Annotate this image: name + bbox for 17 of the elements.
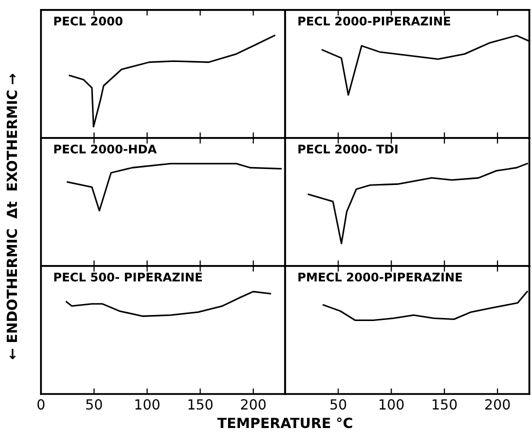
chart-title: PECL 2000- TDI xyxy=(298,144,398,154)
y-axis-title: ← ENDOTHERMIC Δt EXOTHERMIC → xyxy=(6,74,18,360)
x-tick-label: 150 xyxy=(188,399,213,410)
x-axis-title: TEMPERATURE °C xyxy=(217,418,352,428)
chart-title: PECL 2000 xyxy=(54,16,122,26)
x-tick-label: 50 xyxy=(86,399,102,410)
chart-title: PMECL 2000-PIPERAZINE xyxy=(298,272,462,282)
chart-title: PECL 2000-HDA xyxy=(54,144,157,154)
x-tick-label: 200 xyxy=(485,399,510,410)
chart-title: PECL 500- PIPERAZINE xyxy=(54,272,202,282)
chart-title: PECL 2000-PIPERAZINE xyxy=(298,16,450,26)
x-tick-label: 100 xyxy=(135,399,160,410)
x-tick-label: 150 xyxy=(432,399,457,410)
x-tick-label: 100 xyxy=(380,399,404,410)
x-tick-label: 50 xyxy=(330,399,346,410)
x-tick-label: 200 xyxy=(241,399,266,410)
x-tick-label: 0 xyxy=(37,399,44,410)
